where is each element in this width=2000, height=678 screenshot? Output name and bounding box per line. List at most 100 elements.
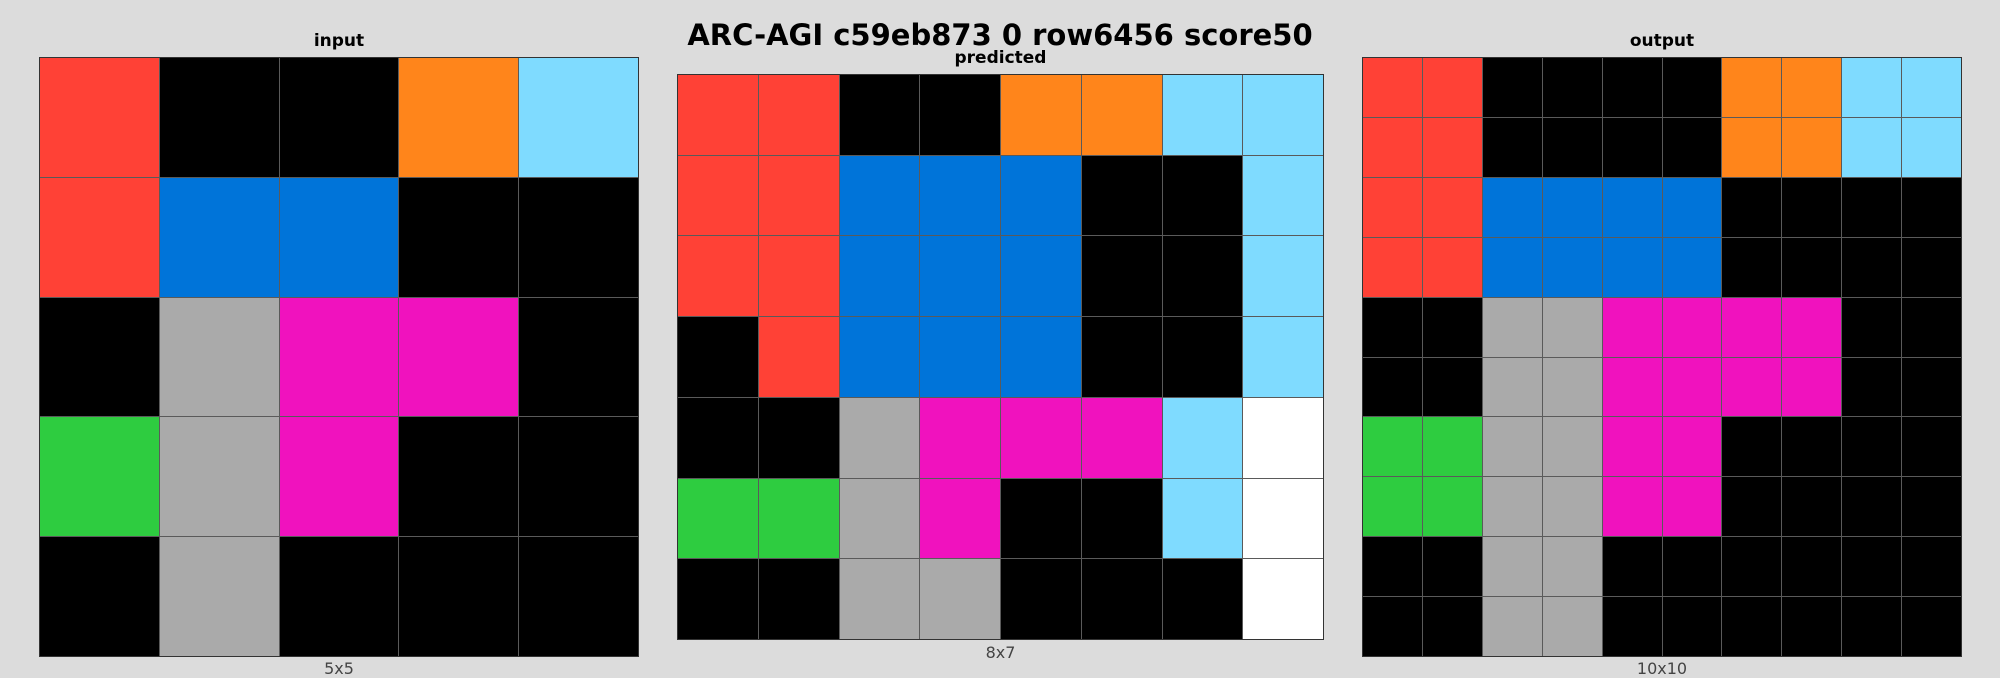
output-grid-cell — [1482, 117, 1542, 177]
output-grid-cell — [1662, 597, 1722, 656]
predicted-grid-cell — [678, 559, 758, 639]
output-grid-cell — [1363, 297, 1422, 357]
predicted-grid-cell — [1081, 155, 1162, 236]
predicted-grid-cell — [920, 478, 1000, 559]
output-grid-cell — [1602, 237, 1662, 297]
predicted-size-label: 8x7 — [985, 643, 1016, 662]
input-grid-cell — [40, 177, 159, 297]
predicted-grid-cell — [920, 75, 1000, 155]
output-grid-cell — [1842, 597, 1902, 656]
input-size-label: 5x5 — [324, 659, 354, 678]
output-grid-cell — [1782, 177, 1842, 237]
output-grid-cell — [1542, 117, 1602, 177]
output-grid-cell — [1602, 357, 1662, 417]
output-grid-cell — [1722, 597, 1782, 656]
input-grid-cell — [40, 537, 159, 656]
output-grid-cell — [1782, 357, 1842, 417]
input-grid-cell — [399, 58, 519, 177]
predicted-grid-cell — [1001, 317, 1081, 397]
input-grid-cell — [519, 297, 638, 417]
predicted-grid-cell — [920, 155, 1000, 236]
output-grid-cell — [1902, 297, 1961, 357]
output-grid-cell — [1782, 237, 1842, 297]
input-grid-cell — [40, 417, 159, 537]
output-grid-cell — [1482, 297, 1542, 357]
output-grid-cell — [1842, 177, 1902, 237]
output-grid-cell — [1422, 177, 1482, 237]
output-grid-cell — [1842, 357, 1902, 417]
predicted-grid-cell — [1081, 75, 1162, 155]
output-grid-cell — [1482, 177, 1542, 237]
output-grid-cell — [1602, 58, 1662, 117]
output-grid-cell — [1782, 597, 1842, 656]
output-grid-cell — [1542, 357, 1602, 417]
predicted-grid-cell — [1162, 236, 1243, 317]
output-grid-cell — [1722, 58, 1782, 117]
predicted-grid-cell — [1001, 478, 1081, 559]
output-grid-cell — [1422, 477, 1482, 537]
input-panel-label: input — [313, 31, 365, 51]
predicted-grid-cell — [1243, 317, 1323, 397]
input-grid-cell — [40, 58, 159, 177]
predicted-grid-cell — [839, 397, 920, 478]
output-grid-cell — [1482, 357, 1542, 417]
predicted-grid-cell — [1162, 559, 1243, 639]
input-grid-cell — [159, 297, 279, 417]
output-grid — [1362, 57, 1962, 657]
output-grid-cell — [1363, 237, 1422, 297]
predicted-grid-cell — [920, 559, 1000, 639]
output-grid-cell — [1662, 177, 1722, 237]
output-grid-cell — [1902, 237, 1961, 297]
output-grid-cell — [1542, 597, 1602, 656]
output-grid-cell — [1662, 537, 1722, 597]
output-grid-cell — [1782, 58, 1842, 117]
output-grid-cell — [1482, 237, 1542, 297]
predicted-grid-cell — [758, 397, 839, 478]
output-grid-cell — [1422, 58, 1482, 117]
output-grid-cell — [1662, 357, 1722, 417]
predicted-grid-cell — [758, 155, 839, 236]
output-grid-cell — [1422, 537, 1482, 597]
output-grid-cell — [1902, 58, 1961, 117]
output-size-label: 10x10 — [1636, 659, 1688, 678]
output-grid-cell — [1842, 237, 1902, 297]
output-grid-cell — [1842, 117, 1902, 177]
output-grid-cell — [1602, 117, 1662, 177]
input-grid-cell — [279, 58, 399, 177]
output-grid-cell — [1363, 117, 1422, 177]
predicted-grid-cell — [758, 236, 839, 317]
predicted-grid-cell — [1162, 478, 1243, 559]
predicted-grid-cell — [839, 155, 920, 236]
predicted-grid-cell — [839, 317, 920, 397]
predicted-grid-cell — [678, 478, 758, 559]
output-grid-cell — [1902, 477, 1961, 537]
output-grid-cell — [1363, 417, 1422, 477]
predicted-grid-cell — [1162, 155, 1243, 236]
input-grid-cell — [519, 58, 638, 177]
output-grid-cell — [1662, 58, 1722, 117]
output-grid-cell — [1662, 117, 1722, 177]
output-grid-cell — [1902, 417, 1961, 477]
predicted-grid-cell — [1001, 559, 1081, 639]
output-grid-cell — [1782, 477, 1842, 537]
output-grid-cell — [1602, 597, 1662, 656]
input-grid-cell — [399, 417, 519, 537]
output-grid-cell — [1902, 357, 1961, 417]
predicted-grid-cell — [1081, 397, 1162, 478]
output-grid-cell — [1602, 477, 1662, 537]
predicted-grid-cell — [1081, 559, 1162, 639]
predicted-grid-cell — [1162, 75, 1243, 155]
output-grid-cell — [1842, 58, 1902, 117]
output-grid-cell — [1842, 477, 1902, 537]
output-grid-cell — [1662, 237, 1722, 297]
predicted-grid-cell — [1001, 397, 1081, 478]
input-grid-cell — [159, 177, 279, 297]
output-grid-cell — [1363, 537, 1422, 597]
predicted-grid-cell — [758, 317, 839, 397]
figure-title: ARC-AGI c59eb873 0 row6456 score50 — [687, 18, 1313, 52]
predicted-grid-cell — [1243, 75, 1323, 155]
output-grid-cell — [1722, 537, 1782, 597]
predicted-grid-cell — [758, 559, 839, 639]
output-grid-cell — [1542, 417, 1602, 477]
predicted-grid-cell — [839, 559, 920, 639]
